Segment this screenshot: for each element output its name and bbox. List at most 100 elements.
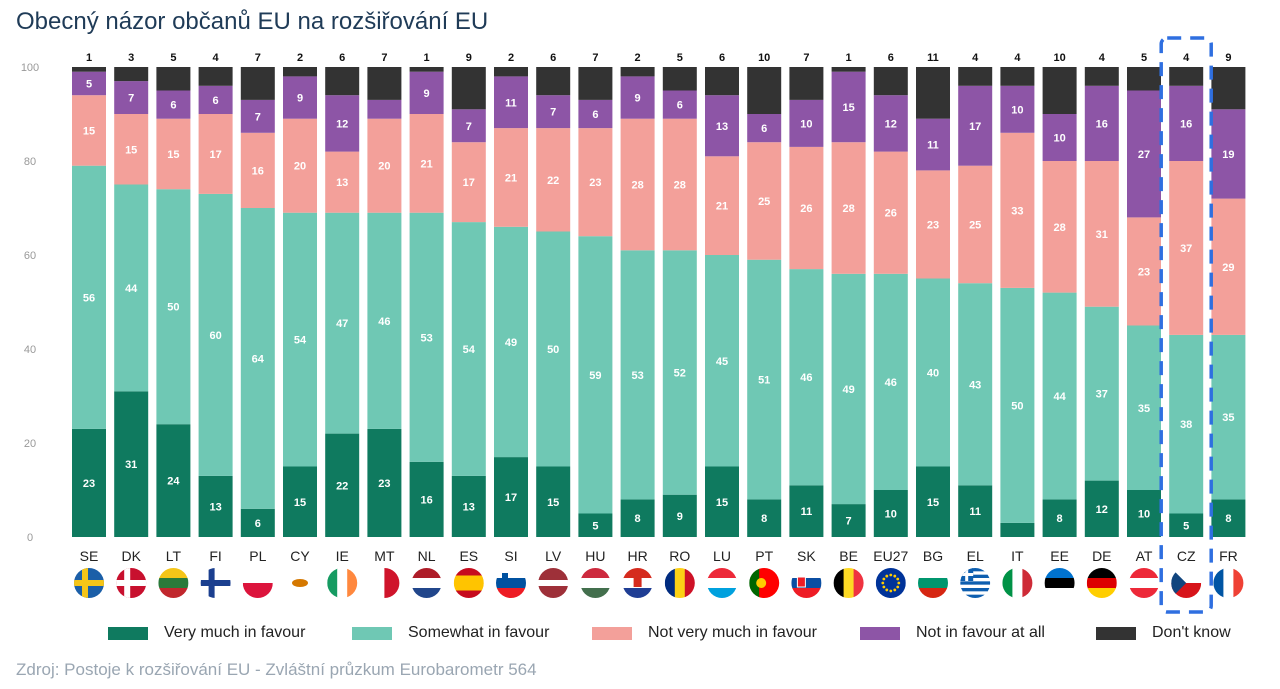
greece-flag-icon [960, 568, 991, 598]
bar-segment-not-at-all [916, 118, 950, 171]
bar-segment-very-much [789, 485, 824, 537]
bar-segment-somewhat [494, 226, 528, 458]
bar-segment-somewhat [1211, 334, 1246, 500]
lithuania-flag-icon [158, 568, 189, 598]
bar-segment-very-much [283, 466, 317, 537]
data-label-somewhat: 35 [1138, 403, 1150, 415]
legend-swatch-not-at-all [860, 626, 900, 640]
bar-segment-very-much [1127, 490, 1161, 537]
bar-segment-somewhat [705, 255, 739, 467]
bar-segment-somewhat [198, 193, 233, 476]
data-label-very-much: 11 [969, 506, 981, 518]
czechia-flag-icon [1171, 568, 1202, 598]
denmark-flag-icon [116, 568, 147, 598]
data-label-very-much: 7 [846, 516, 852, 528]
legend-item-not-very: Not very much in favour [592, 622, 817, 644]
category-label: LU [713, 548, 731, 564]
data-label-very-much: 13 [209, 501, 221, 513]
bar-segment-dont-know [1000, 67, 1035, 86]
bar-segment-not-at-all [156, 90, 191, 119]
bar-segment-somewhat [240, 208, 275, 509]
bar-segment-not-at-all [1127, 90, 1161, 218]
data-label-dont-know: 5 [1141, 52, 1147, 64]
legend-label-very-much: Very much in favour [164, 624, 306, 641]
bar-segment-not-at-all [240, 99, 275, 133]
finland-flag-icon [200, 568, 231, 598]
data-label-dont-know: 5 [170, 52, 176, 64]
slovakia-flag-icon [791, 568, 822, 598]
bar-segment-dont-know [620, 67, 655, 77]
bar-segment-very-much [1211, 499, 1246, 537]
bar-segment-dont-know [958, 67, 993, 86]
data-label-not-at-all: 13 [716, 121, 728, 133]
belgium-flag-icon [833, 568, 864, 598]
bar-segment-dont-know [1211, 67, 1246, 110]
bar-segment-not-at-all [1084, 85, 1119, 161]
category-label: AT [1136, 548, 1153, 564]
category-label: SI [504, 548, 517, 564]
bar-segment-somewhat [916, 278, 950, 467]
bar-segment-not-at-all [1000, 85, 1035, 133]
data-label-very-much: 10 [1138, 509, 1150, 521]
data-label-not-very: 16 [252, 165, 264, 177]
bar-segment-not-very [367, 118, 402, 213]
data-label-not-at-all: 6 [213, 95, 219, 107]
malta-flag-icon [369, 568, 400, 598]
bar-segment-not-at-all [662, 90, 697, 119]
estonia-flag-icon [1044, 568, 1075, 598]
bar-segment-somewhat [409, 212, 444, 462]
data-label-not-very: 17 [209, 149, 221, 161]
data-label-not-very: 31 [1096, 229, 1108, 241]
bar-segment-very-much [662, 494, 697, 537]
bar-segment-dont-know [747, 67, 782, 114]
data-label-dont-know: 4 [972, 52, 979, 64]
legend-item-somewhat: Somewhat in favour [352, 622, 549, 644]
data-label-very-much: 10 [885, 509, 897, 521]
bar-segment-very-much [451, 475, 486, 537]
flag-row [74, 568, 1244, 598]
data-label-somewhat: 46 [800, 372, 812, 384]
bar-segment-somewhat [1169, 334, 1204, 514]
bar-segment-not-very [789, 146, 824, 270]
y-tick-label: 100 [21, 62, 39, 74]
bar-segment-somewhat [156, 189, 191, 425]
bar-segment-very-much [536, 466, 571, 537]
bar-segment-very-much [367, 428, 402, 537]
data-label-dont-know: 2 [297, 52, 303, 64]
category-label: BE [839, 548, 858, 564]
bar-segment-somewhat [620, 250, 655, 500]
data-label-somewhat: 50 [547, 344, 559, 356]
data-label-very-much: 6 [255, 518, 261, 530]
data-label-somewhat: 49 [842, 384, 854, 396]
dont-know-top-labels: 1 3 5 4 7 2 6 7 1 9 2 6 7 2 5 6 10 7 1 6 11 4 4 10 4 5 4 9 [86, 52, 1232, 64]
bar-segment-not-at-all [72, 71, 106, 96]
category-label: ES [459, 548, 478, 564]
category-label: SK [797, 548, 816, 564]
bar-segment-dont-know [1042, 67, 1077, 114]
data-label-not-at-all: 7 [550, 107, 556, 119]
bar-segment-not-very [662, 118, 697, 251]
data-label-not-very: 25 [758, 196, 770, 208]
data-label-not-very: 21 [505, 172, 517, 184]
data-label-not-very: 20 [294, 161, 306, 173]
legend-label-not-very: Not very much in favour [648, 624, 817, 641]
data-label-very-much: 13 [463, 501, 475, 513]
data-label-not-very: 23 [589, 177, 601, 189]
data-label-not-at-all: 12 [885, 118, 897, 130]
bar-segment-not-very [1169, 161, 1204, 335]
data-label-not-very: 33 [1011, 205, 1023, 217]
data-label-not-at-all: 7 [128, 93, 134, 105]
data-label-somewhat: 44 [1053, 391, 1066, 403]
data-label-somewhat: 54 [294, 335, 307, 347]
source-note: Zdroj: Postoje k rozšiřování EU - Zvlášt… [16, 660, 537, 679]
data-label-not-very: 17 [463, 177, 475, 189]
bar-segment-not-very [409, 114, 444, 213]
bar-segment-somewhat [1000, 287, 1035, 523]
category-label: PL [249, 548, 266, 564]
data-label-somewhat: 60 [209, 330, 221, 342]
data-label-not-at-all: 10 [1053, 133, 1065, 145]
data-label-very-much: 15 [294, 497, 306, 509]
bar-segment-not-at-all [620, 76, 655, 119]
bar-segment-very-much [114, 391, 149, 537]
bar-segment-not-at-all [114, 81, 149, 114]
